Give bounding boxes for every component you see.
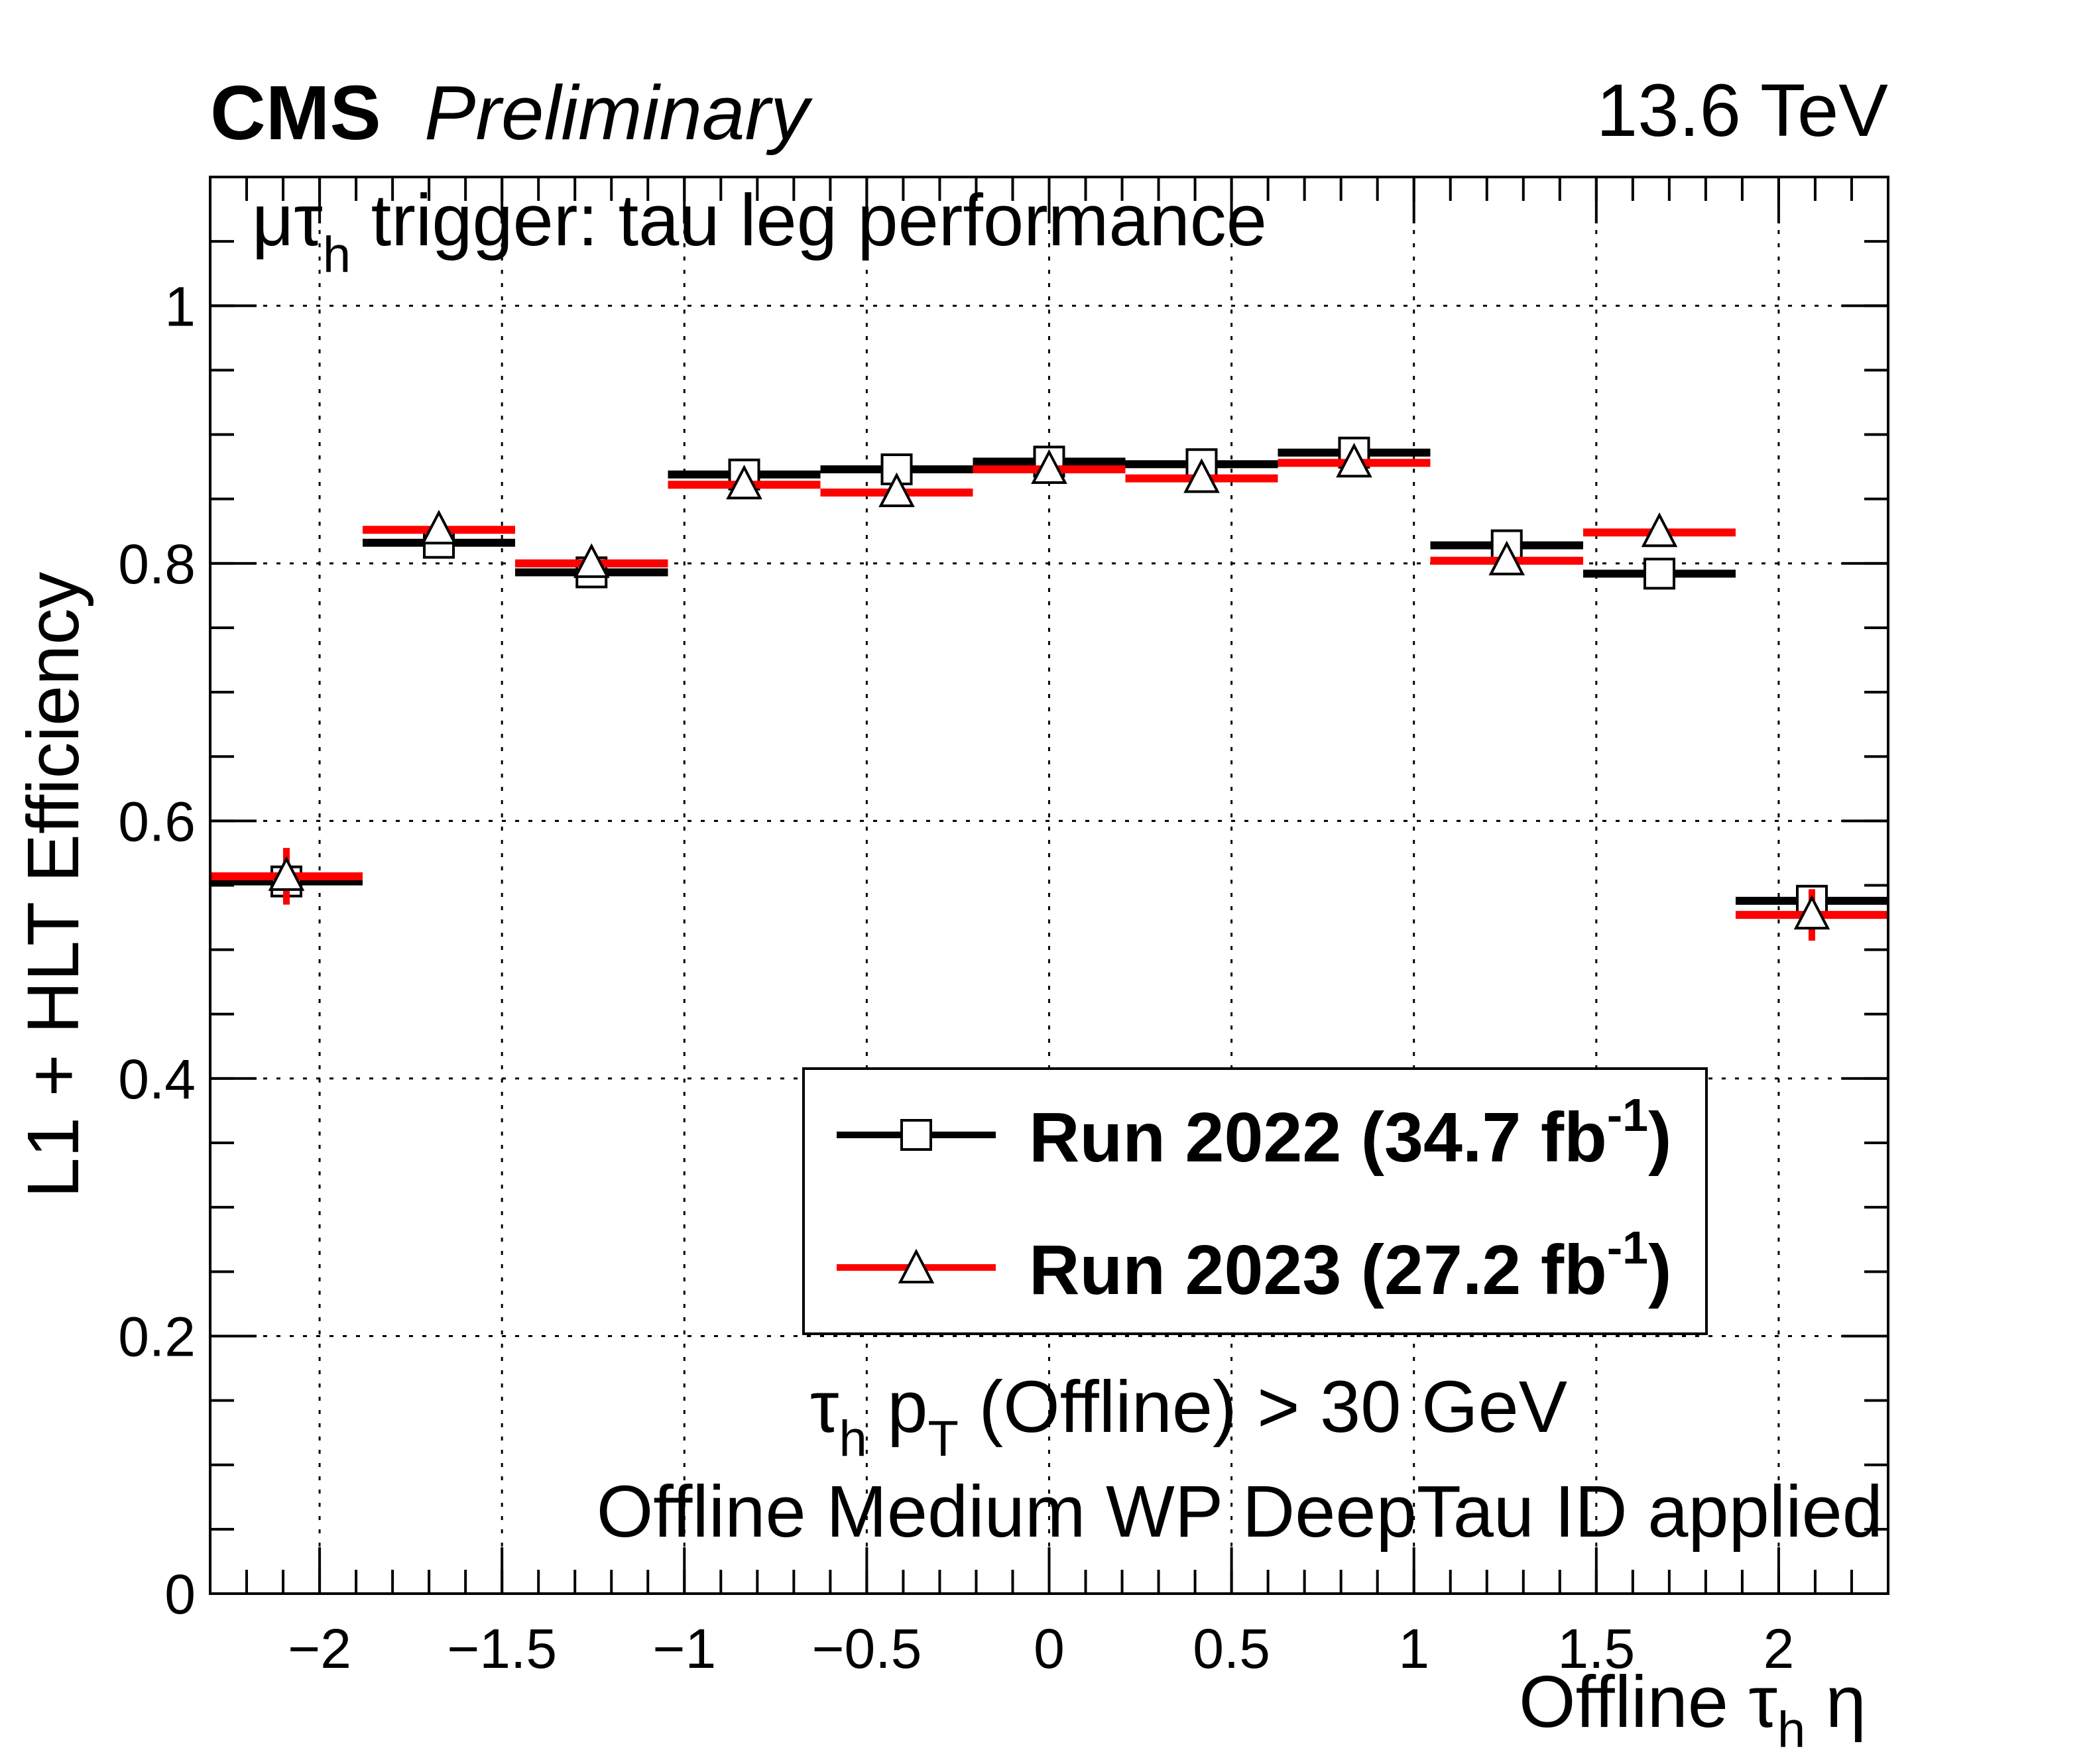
svg-text:Run 2023 (27.2 fb-1): Run 2023 (27.2 fb-1) [1029, 1222, 1671, 1309]
legend-entry-2023: Run 2023 (27.2 fb-1) [837, 1222, 1671, 1309]
triangle-marker-icon [898, 1248, 935, 1283]
y-tick-label: 0 [164, 1563, 196, 1625]
plot-title: μτh trigger: tau leg performance [252, 180, 1267, 283]
energy-label: 13.6 TeV [1596, 69, 1888, 152]
id-annotation: Offline Medium WP DeepTau ID applied [597, 1471, 1883, 1553]
plot-frame [209, 176, 1889, 1595]
y-tick-label: 0.6 [118, 790, 196, 853]
axis-ticks: −2 −1.5 −1 −0.5 0 0.5 1 1.5 2 0 0.2 0.4 0.6 0.8 1 [118, 176, 1889, 1680]
triangle-marker [268, 856, 305, 891]
triangle-marker [1793, 894, 1830, 930]
x-tick-label: 1.5 [1557, 1617, 1635, 1680]
x-tick-label: 2 [1763, 1617, 1795, 1680]
square-marker [1643, 558, 1676, 590]
triangle-marker [420, 509, 457, 545]
series-1 [210, 442, 1888, 941]
legend-box [802, 1067, 1708, 1335]
x-tick-label: −0.5 [811, 1617, 922, 1680]
y-axis-label: L1 + HLT Efficiency [13, 572, 94, 1199]
triangle-marker [1183, 458, 1220, 493]
data-marks [210, 436, 1888, 941]
triangle-marker [1488, 540, 1525, 575]
x-tick-label: −1.5 [447, 1617, 557, 1680]
triangle-marker [726, 464, 762, 500]
preliminary-label: Preliminary [424, 70, 813, 156]
x-axis-label: Offline τh η [1519, 1661, 1866, 1758]
cms-label: CMS [210, 70, 381, 156]
triangle-marker [1031, 449, 1067, 484]
legend-entry-2022: Run 2022 (34.7 fb-1) [837, 1089, 1671, 1177]
triangle-marker [573, 543, 610, 578]
y-tick-label: 0.2 [118, 1305, 196, 1368]
x-tick-label: 0 [1034, 1617, 1065, 1680]
y-tick-label: 0.4 [118, 1048, 196, 1110]
triangle-marker [1641, 512, 1678, 548]
pt-cut-annotation: τh pT (Offline) > 30 GeV [810, 1366, 1567, 1467]
triangle-marker [1336, 442, 1372, 478]
y-tick-label: 1 [164, 275, 196, 337]
x-tick-label: 1 [1398, 1617, 1429, 1680]
triangle-marker [878, 472, 915, 507]
y-tick-label: 0.8 [118, 533, 196, 595]
x-tick-label: −1 [652, 1617, 716, 1680]
x-tick-label: −2 [288, 1617, 351, 1680]
x-tick-label: 0.5 [1193, 1617, 1270, 1680]
square-marker-icon [900, 1119, 932, 1151]
grid [210, 177, 1888, 1594]
svg-text:Run 2022 (34.7 fb-1): Run 2022 (34.7 fb-1) [1029, 1089, 1671, 1177]
square-marker [880, 453, 913, 485]
legend: Run 2022 (34.7 fb-1) Run 2023 (27.2 fb-1… [802, 1067, 1708, 1335]
